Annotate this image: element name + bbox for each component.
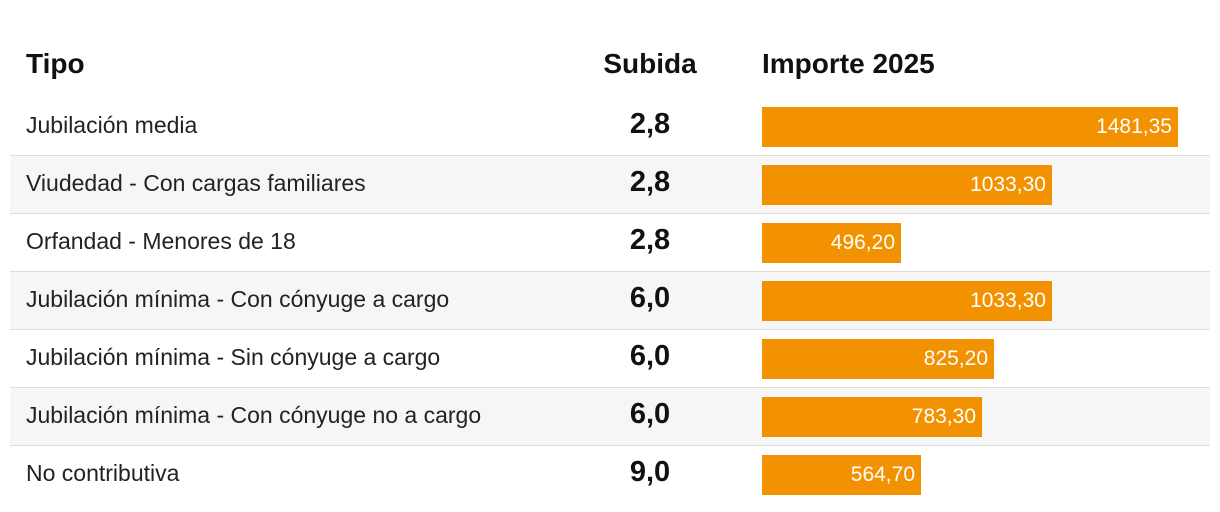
row-subida: 6,0 bbox=[629, 340, 671, 372]
row-subida: 9,0 bbox=[629, 456, 671, 488]
row-subida: 6,0 bbox=[629, 398, 671, 430]
bar-mark: 1033,30 bbox=[762, 281, 1052, 321]
bar-value-label: 1481,35 bbox=[1096, 115, 1172, 138]
row-subida: 2,8 bbox=[629, 166, 671, 198]
table-row: Orfandad - Menores de 18 2,8 496,20 bbox=[10, 214, 1210, 272]
table-row: Viudedad - Con cargas familiares 2,8 103… bbox=[10, 156, 1210, 214]
table-row: No contributiva 9,0 564,70 bbox=[10, 446, 1210, 503]
bar-mark: 1033,30 bbox=[762, 165, 1052, 205]
bar-mark: 1481,35 bbox=[762, 107, 1178, 147]
header-subida: Subida bbox=[603, 48, 697, 79]
row-subida: 6,0 bbox=[629, 282, 671, 314]
table-row: Jubilación media 2,8 1481,35 bbox=[10, 98, 1210, 156]
bar-mark: 496,20 bbox=[762, 223, 901, 263]
row-tipo: No contributiva bbox=[26, 460, 180, 486]
row-tipo: Jubilación media bbox=[26, 112, 198, 138]
header-tipo: Tipo bbox=[26, 48, 85, 79]
table-header: Tipo Subida Importe 2025 bbox=[10, 36, 1210, 98]
row-tipo: Viudedad - Con cargas familiares bbox=[26, 170, 366, 196]
row-subida: 2,8 bbox=[629, 224, 671, 256]
bar-value-label: 1033,30 bbox=[970, 289, 1046, 312]
row-tipo: Orfandad - Menores de 18 bbox=[26, 228, 296, 254]
row-tipo: Jubilación mínima - Con cónyuge no a car… bbox=[26, 402, 482, 428]
bar-mark: 783,30 bbox=[762, 397, 982, 437]
row-tipo: Jubilación mínima - Con cónyuge a cargo bbox=[26, 286, 450, 312]
bar-mark: 564,70 bbox=[762, 455, 921, 495]
row-tipo: Jubilación mínima - Sin cónyuge a cargo bbox=[26, 344, 441, 370]
header-importe: Importe 2025 bbox=[762, 48, 935, 79]
bar-value-label: 825,20 bbox=[923, 347, 988, 370]
bar-value-label: 783,30 bbox=[911, 405, 976, 428]
table-row: Jubilación mínima - Sin cónyuge a cargo … bbox=[10, 330, 1210, 388]
bar-value-label: 496,20 bbox=[830, 231, 895, 254]
row-subida: 2,8 bbox=[629, 108, 671, 140]
bar-mark: 825,20 bbox=[762, 339, 994, 379]
bar-value-label: 1033,30 bbox=[970, 173, 1046, 196]
pension-table: Tipo Subida Importe 2025 Jubilación medi… bbox=[10, 36, 1210, 503]
bar-value-label: 564,70 bbox=[850, 463, 915, 486]
table-row: Jubilación mínima - Con cónyuge a cargo … bbox=[10, 272, 1210, 330]
table-row: Jubilación mínima - Con cónyuge no a car… bbox=[10, 388, 1210, 446]
